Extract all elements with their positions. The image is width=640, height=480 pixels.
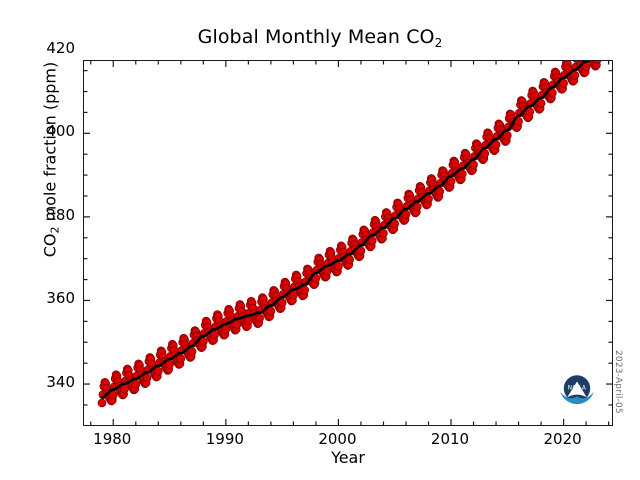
data-point: [300, 285, 310, 295]
data-point: [581, 62, 591, 72]
data-point: [457, 169, 467, 179]
data-point: [277, 298, 287, 308]
data-point: [198, 337, 208, 346]
chart-title: Global Monthly Mean CO2: [0, 26, 640, 50]
data-point: [559, 78, 568, 88]
noaa-logo-bird-icon: [567, 381, 587, 398]
data-point: [131, 379, 141, 389]
y-axis-title-subscript: 2: [48, 226, 62, 234]
data-point: [97, 398, 107, 408]
x-tick-label: 2010: [430, 430, 470, 448]
data-point: [165, 360, 174, 369]
data-point: [187, 347, 197, 356]
data-point: [435, 187, 445, 196]
data-point: [536, 98, 546, 108]
x-tick-label: 2000: [318, 430, 357, 448]
data-point: [367, 236, 377, 246]
minor-ticks-group: [84, 61, 612, 425]
data-point: [412, 202, 422, 212]
data-point: [322, 266, 332, 276]
data-point: [570, 70, 580, 80]
data-point: [480, 149, 490, 158]
x-tick-label: 1980: [93, 430, 132, 448]
data-markers-group: [97, 61, 602, 408]
noaa-logo-wave-arc: [560, 392, 594, 405]
data-point: [356, 246, 366, 256]
data-point: [424, 194, 433, 204]
data-point: [120, 384, 129, 394]
chart-title-main: Global Monthly Mean CO: [197, 26, 435, 48]
noaa-logo: NOAA: [560, 375, 594, 405]
x-tick-label: 2020: [543, 430, 582, 448]
data-point: [266, 306, 276, 316]
data-point: [255, 313, 264, 323]
y-axis-title-main: CO: [40, 233, 60, 258]
data-point: [593, 61, 602, 64]
data-point: [401, 210, 411, 219]
data-point: [221, 325, 231, 334]
y-tick-label: 400: [46, 122, 75, 141]
plot-svg: [84, 61, 612, 425]
x-axis-title: Year: [331, 448, 365, 467]
y-tick-label: 340: [46, 373, 75, 392]
trend-line: [100, 61, 591, 399]
data-point: [390, 219, 400, 229]
y-tick-label: 380: [46, 205, 75, 224]
y-axis-title-rest: mole fraction (ppm): [40, 61, 60, 227]
data-point: [491, 140, 501, 150]
x-tick-label: 1990: [205, 430, 244, 448]
data-point: [345, 255, 355, 264]
data-point: [446, 177, 456, 186]
data-point: [334, 261, 343, 271]
noaa-logo-wordmark: NOAA: [568, 385, 586, 391]
data-point: [502, 131, 512, 140]
data-point: [547, 88, 557, 98]
data-point: [108, 390, 118, 400]
data-point: [289, 290, 298, 300]
y-tick-label: 420: [46, 38, 75, 57]
data-point: [142, 373, 152, 383]
chart-title-subscript: 2: [434, 36, 443, 50]
data-point: [379, 228, 388, 238]
y-axis-title: CO2 mole fraction (ppm): [40, 0, 62, 320]
plot-area: [83, 60, 613, 426]
data-point: [153, 366, 163, 376]
y-tick-label: 360: [46, 289, 75, 308]
data-point: [176, 354, 186, 364]
date-stamp: 2023-April-05: [613, 350, 623, 414]
data-point: [210, 330, 219, 340]
data-point: [525, 107, 535, 117]
major-ticks-group: [84, 61, 612, 425]
data-point: [469, 160, 478, 170]
